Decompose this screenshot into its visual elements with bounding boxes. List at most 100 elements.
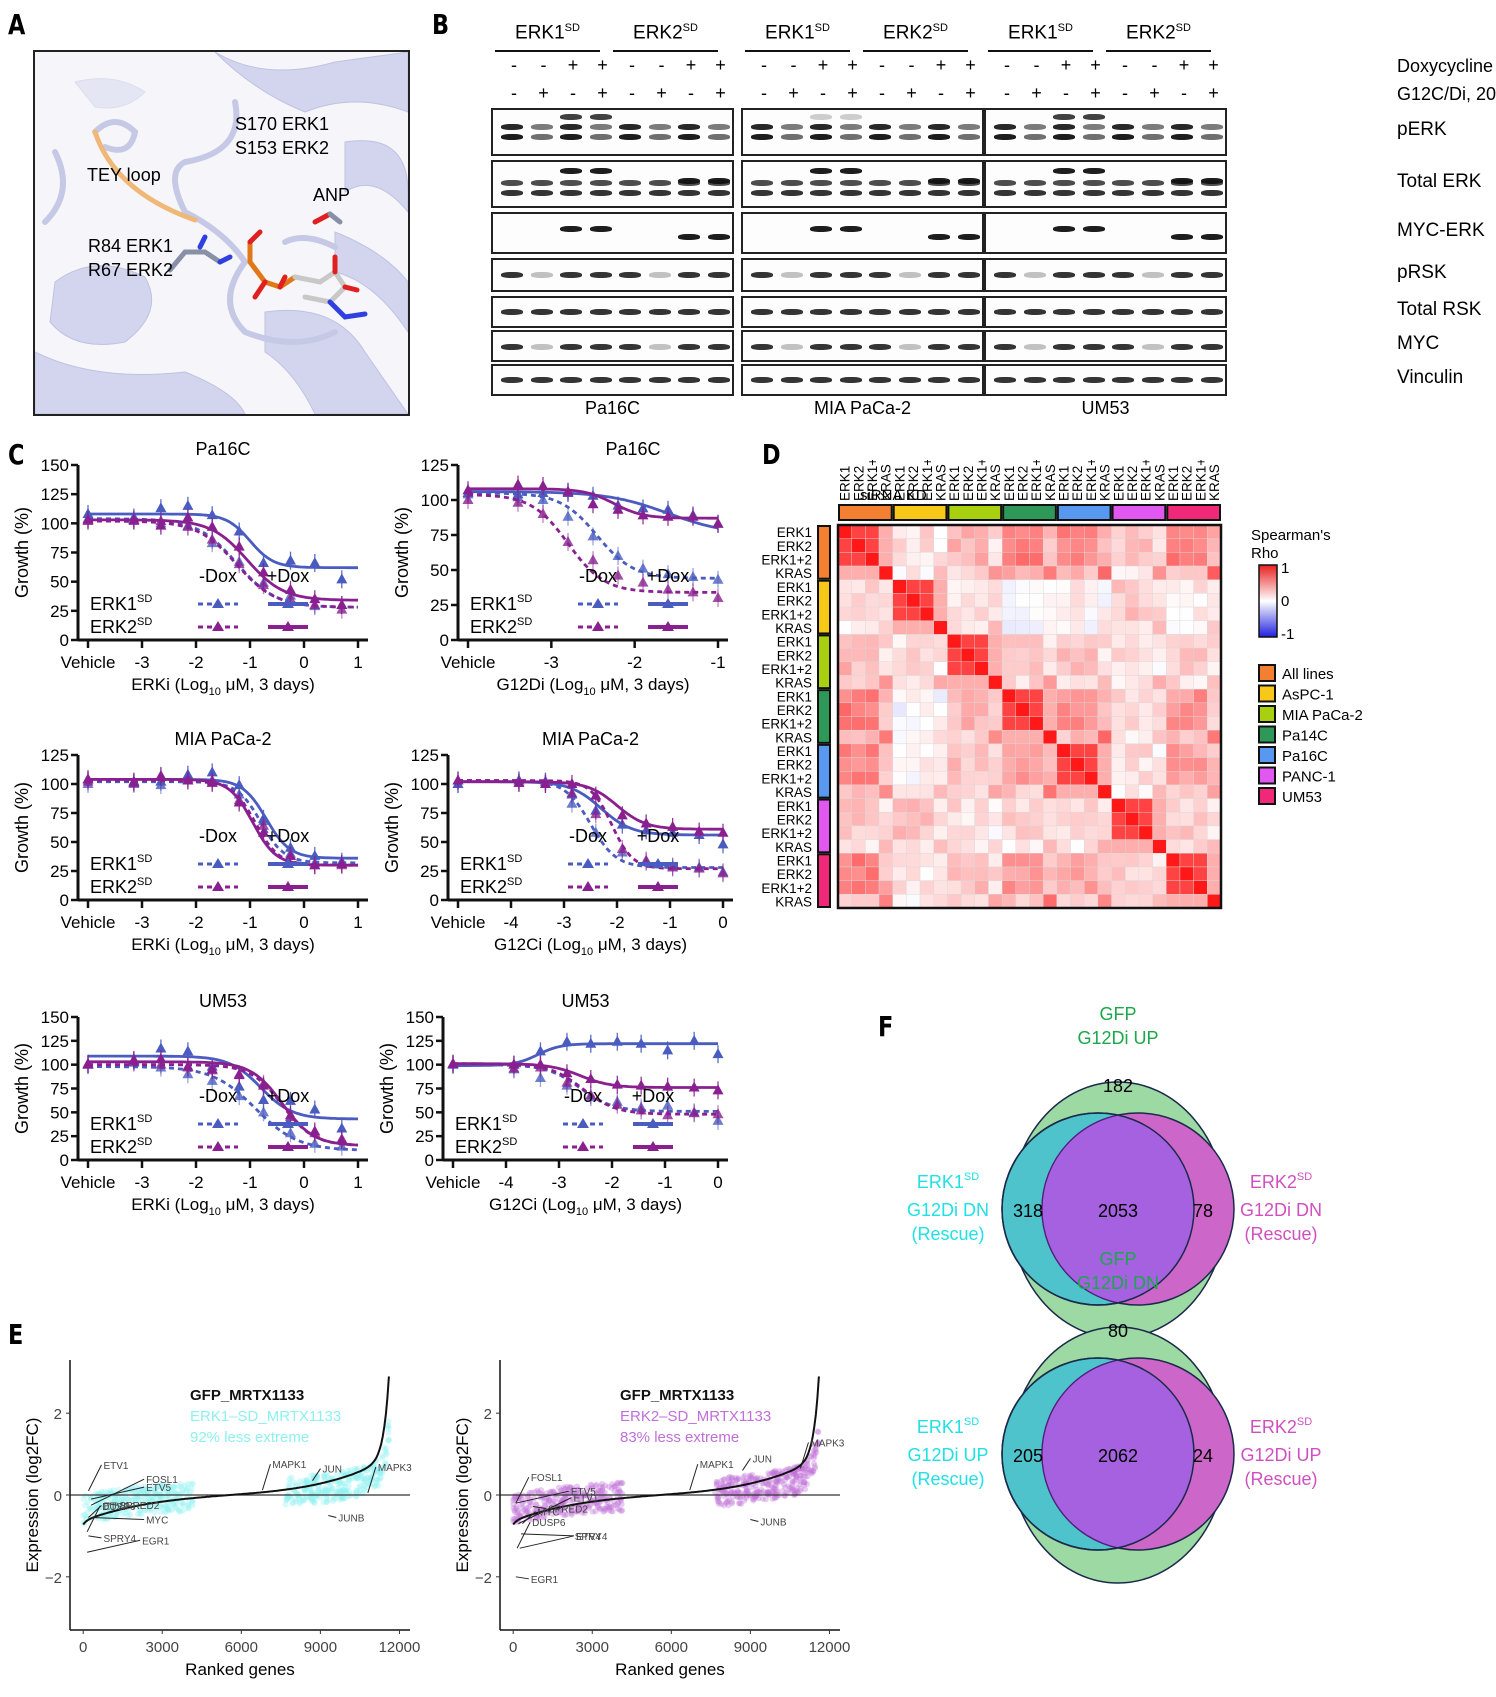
heatmap-cell	[1084, 565, 1099, 580]
scatter-point	[797, 1487, 804, 1494]
heatmap-cell	[933, 757, 948, 772]
heatmap-cell	[1084, 771, 1099, 786]
scatter-point	[798, 1469, 805, 1476]
column-group-bar	[1111, 504, 1167, 521]
heatmap-cell	[878, 784, 893, 799]
protein-band	[1082, 134, 1105, 140]
row-label: ERK1	[777, 689, 812, 704]
heatmap-cell	[988, 688, 1003, 704]
protein-band	[928, 178, 950, 184]
y-tick-label: 150	[41, 456, 69, 475]
scatter-point	[753, 1486, 760, 1493]
heatmap-cell	[1042, 565, 1058, 580]
scatter-point	[358, 1475, 365, 1482]
heatmap-cell	[1138, 825, 1153, 840]
heatmap-cell	[878, 853, 893, 868]
x-tick-label: -2	[604, 1173, 619, 1192]
heatmap-cell	[1001, 565, 1017, 580]
scatter-point	[177, 1508, 184, 1515]
scatter-point	[124, 1495, 131, 1502]
protein-band	[810, 114, 832, 120]
panel-label-b: B	[432, 8, 450, 41]
protein-band	[560, 190, 582, 196]
column-label: ERK2	[1070, 466, 1085, 501]
heatmap-cell	[1015, 784, 1030, 799]
protein-band	[707, 178, 730, 184]
heatmap-cell	[919, 716, 934, 731]
heatmap-cell	[947, 716, 962, 731]
protein-band	[1112, 272, 1134, 278]
heatmap-cell	[988, 784, 1003, 799]
scatter-point	[611, 1488, 618, 1495]
scatter-point	[342, 1487, 349, 1494]
protein-band	[898, 309, 921, 315]
protein-band	[1053, 134, 1075, 140]
y-tick-label: 125	[41, 746, 69, 765]
scatter-point	[356, 1489, 363, 1496]
heatmap-cell	[1056, 812, 1071, 827]
heatmap-cell	[1152, 716, 1167, 731]
protein-band	[1141, 309, 1164, 315]
scatter-point	[166, 1484, 173, 1491]
scatter-point	[101, 1500, 108, 1507]
heatmap-cell	[1070, 729, 1085, 745]
protein-band	[1053, 309, 1075, 315]
heatmap-cell	[1084, 634, 1099, 649]
column-label: ERK1+2	[974, 460, 989, 501]
heatmap-cell	[933, 812, 948, 827]
heatmap-cell	[906, 894, 921, 909]
scatter-point	[608, 1485, 615, 1492]
heatmap-cell	[1138, 538, 1153, 553]
heatmap-cell	[1070, 798, 1085, 813]
heatmap-cell	[1125, 565, 1140, 580]
scatter-point	[713, 1478, 720, 1485]
heatmap-cell	[974, 538, 989, 553]
heatmap-cell	[919, 729, 934, 745]
y-tick-label: 2	[484, 1406, 492, 1423]
scatter-point	[747, 1473, 754, 1480]
scatter-point	[784, 1474, 791, 1481]
colorbar-tick-label: 1	[1281, 560, 1289, 577]
heatmap-cell	[1042, 784, 1058, 799]
scatter-point	[716, 1499, 723, 1506]
scatter-point	[287, 1494, 294, 1501]
scatter-point	[602, 1482, 609, 1489]
heatmap-cell	[906, 593, 921, 608]
heatmap-cell	[1125, 552, 1140, 567]
scatter-point	[151, 1509, 158, 1516]
heatmap-cell	[933, 688, 948, 704]
data-point	[562, 536, 574, 546]
scatter-point	[811, 1452, 818, 1459]
scatter-point	[337, 1478, 344, 1485]
heatmap-cell	[1042, 675, 1058, 690]
heatmap-cell	[1179, 688, 1194, 704]
scatter-point	[97, 1501, 104, 1508]
heatmap-cell	[1125, 675, 1140, 690]
dox-sign: -	[629, 55, 635, 75]
heatmap-cell	[1001, 729, 1017, 745]
heatmap-cell	[1084, 524, 1099, 539]
heatmap-cell	[919, 552, 934, 567]
scatter-point	[796, 1481, 803, 1488]
scatter-point	[576, 1505, 583, 1512]
spearman-heatmap: siRNA KDERK1ERK1ERK2ERK2ERK1+2ERK1+2KRAS…	[761, 460, 1363, 910]
protein-band	[1023, 309, 1046, 315]
heatmap-cell	[1070, 702, 1085, 717]
subscript: 10	[209, 686, 221, 698]
x-tick-label: Vehicle	[61, 1173, 116, 1192]
tey-loop-ribbon	[92, 129, 198, 223]
protein-band	[1082, 344, 1105, 350]
heatmap-cell	[1097, 716, 1112, 731]
scatter-point	[526, 1489, 533, 1496]
protein-band	[707, 234, 730, 240]
heatmap-cell	[1207, 771, 1222, 786]
scatter-point	[786, 1472, 793, 1479]
data-point	[539, 778, 551, 788]
scatter-point	[165, 1507, 172, 1514]
superscript-sd: SD	[517, 593, 532, 605]
scatter-point	[752, 1492, 759, 1499]
protein-band	[589, 190, 612, 196]
heatmap-cell	[933, 771, 948, 786]
scatter-point	[743, 1487, 750, 1494]
scatter-point	[189, 1502, 196, 1509]
